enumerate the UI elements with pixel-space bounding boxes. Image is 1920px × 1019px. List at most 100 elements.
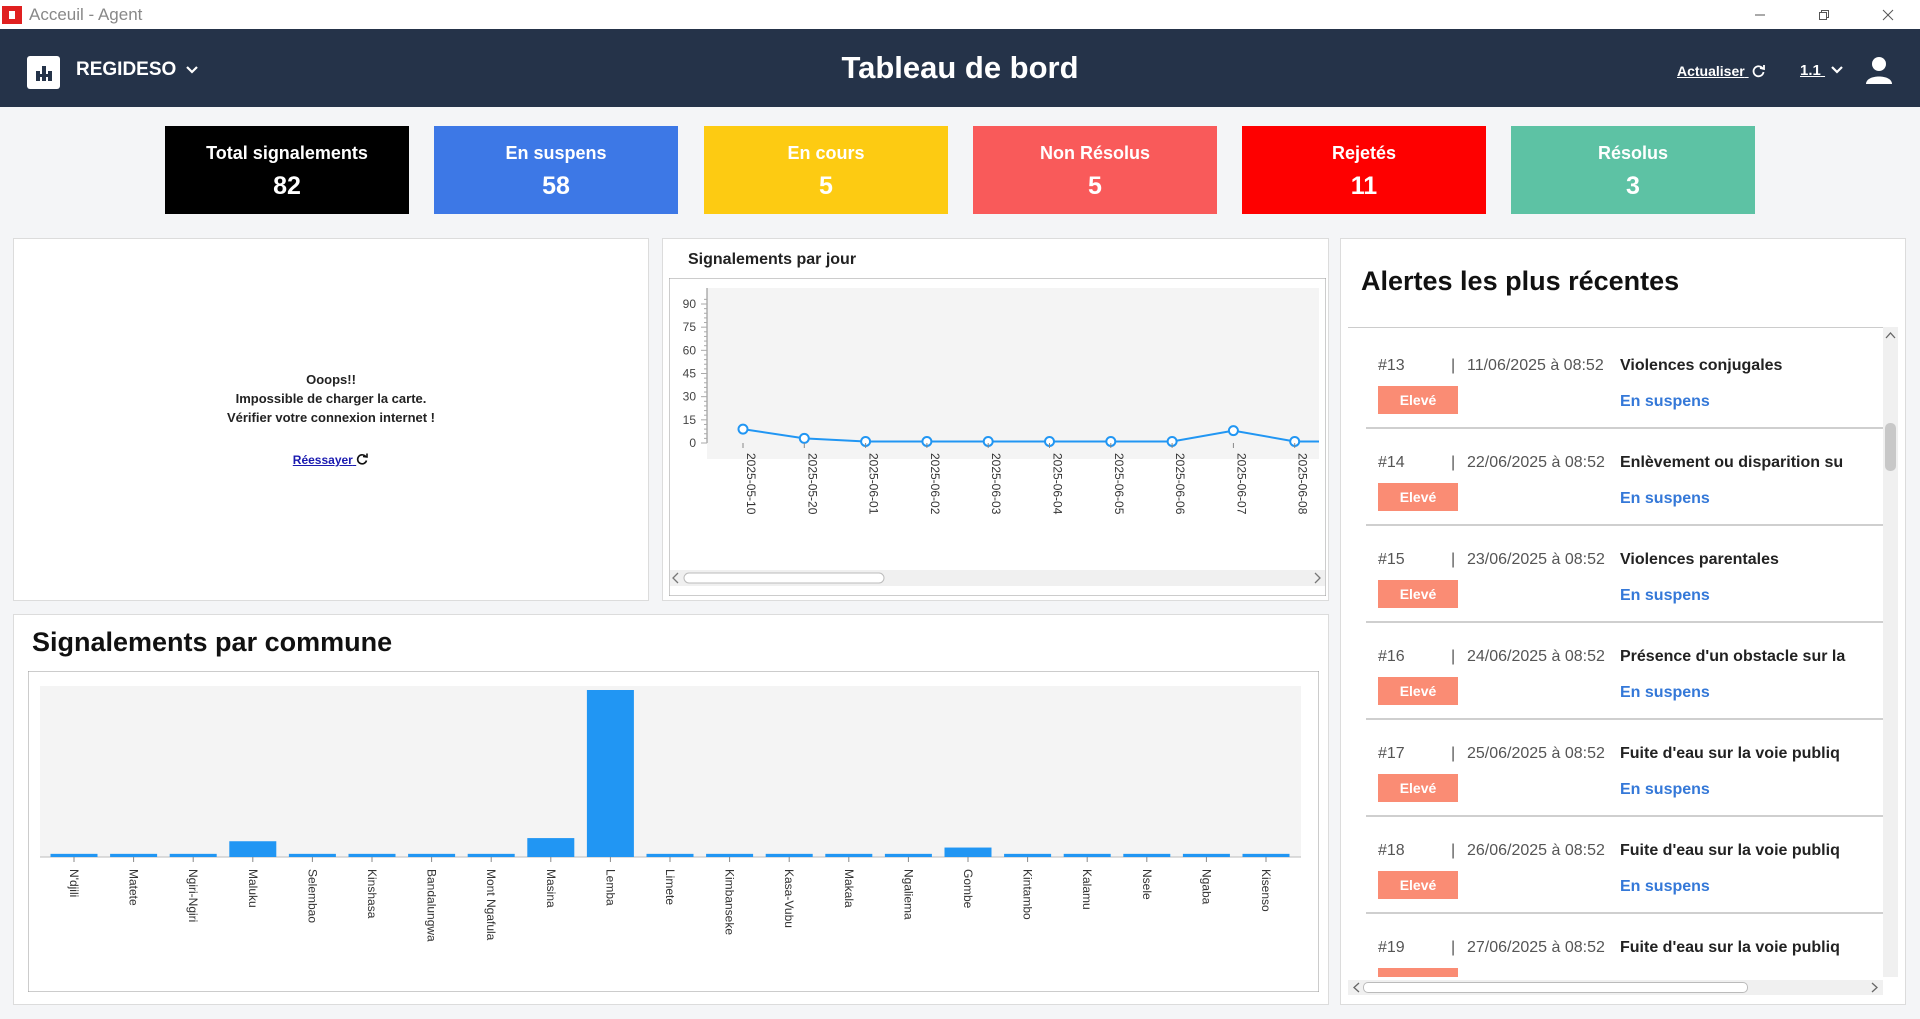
user-account-icon[interactable] (1863, 55, 1895, 85)
alert-date: 23/06/2025 à 08:52 (1467, 551, 1605, 568)
alert-id: #19 (1378, 939, 1405, 956)
bar (1242, 853, 1290, 857)
org-selector[interactable]: REGIDESO (76, 59, 198, 81)
alert-id: #18 (1378, 842, 1405, 859)
alert-item[interactable]: #17 | 25/06/2025 à 08:52 Fuite d'eau sur la… (1366, 720, 1883, 817)
alert-title: Fuite d'eau sur la voie publiq (1620, 842, 1840, 859)
stat-label: Résolus (1597, 143, 1669, 163)
alert-item[interactable]: #15 | 23/06/2025 à 08:52 Violences parental… (1366, 526, 1883, 623)
bar (944, 847, 992, 857)
alert-status: En suspens (1620, 684, 1710, 701)
alert-separator: | (1451, 745, 1456, 762)
x-tick-label: Maluku (246, 869, 260, 908)
scroll-up-icon[interactable] (1883, 329, 1898, 341)
alert-title: Violences parentales (1620, 551, 1779, 568)
y-tick-label: 30 (683, 390, 697, 404)
alerts-panel: Alertes les plus récentes #13 | 11/06/2025… (1340, 238, 1906, 1005)
commune-chart-title: Signalements par commune (32, 627, 393, 657)
x-tick-label: Kalamu (1080, 869, 1094, 910)
alert-level-badge: Elevé (1378, 386, 1458, 414)
alert-separator: | (1451, 357, 1456, 374)
alert-id: #17 (1378, 745, 1405, 762)
x-tick-label: Kintambo (1021, 869, 1035, 920)
app-header: REGIDESO Tableau de bord Actualiser 1.1 (0, 29, 1920, 107)
map-panel: Ooops!! Impossible de charger la carte. … (13, 238, 649, 601)
scroll-right-icon (1314, 572, 1321, 584)
alert-id: #14 (1378, 454, 1405, 471)
version-selector[interactable]: 1.1 (1800, 62, 1843, 79)
refresh-icon (357, 453, 369, 465)
commune-chart-panel: Signalements par commune N'djili Matete Ng… (13, 614, 1329, 1005)
bar (229, 841, 277, 857)
alert-date: 24/06/2025 à 08:52 (1467, 648, 1605, 665)
restore-icon[interactable] (1792, 0, 1856, 29)
bar (1182, 853, 1230, 857)
alert-date: 11/06/2025 à 08:52 (1467, 357, 1604, 374)
retry-link[interactable]: Réessayer (14, 453, 648, 467)
y-tick-label: 75 (683, 320, 697, 334)
stat-value: 11 (1350, 172, 1378, 200)
alert-item[interactable]: #19 | 27/06/2025 à 08:52 Fuite d'eau sur la… (1366, 914, 1883, 977)
alert-level-badge: Elevé (1378, 968, 1458, 977)
alerts-vscrollbar[interactable] (1883, 327, 1898, 977)
alert-item[interactable]: #13 | 11/06/2025 à 08:52 Violences conjugal… (1366, 332, 1883, 429)
x-tick-label: Kinshasa (365, 869, 379, 919)
stat-card-en-cours[interactable]: En cours 5 (704, 126, 948, 214)
minimize-icon[interactable] (1728, 0, 1792, 29)
alert-id: #13 (1378, 357, 1405, 374)
stat-card-en-suspens[interactable]: En suspens 58 (434, 126, 678, 214)
daily-chart-title: Signalements par jour (688, 251, 857, 268)
stat-card-resolus[interactable]: Résolus 3 (1511, 126, 1755, 214)
refresh-label: Actualiser (1677, 63, 1745, 79)
stat-card-non-resolus[interactable]: Non Résolus 5 (973, 126, 1217, 214)
refresh-button[interactable]: Actualiser (1677, 63, 1766, 79)
alert-item[interactable]: #18 | 26/06/2025 à 08:52 Fuite d'eau sur la… (1366, 817, 1883, 914)
alerts-list[interactable]: #13 | 11/06/2025 à 08:52 Violences conjugal… (1348, 327, 1898, 977)
close-icon[interactable] (1856, 0, 1920, 29)
window-title: Acceuil - Agent (29, 4, 143, 24)
bar-plot-area (40, 686, 1301, 857)
map-error-title: Ooops!! (306, 372, 356, 387)
chart-hscroll-thumb (683, 572, 885, 584)
x-tick-label: N'djili (67, 869, 81, 897)
bar (50, 853, 98, 857)
stat-value: 3 (1626, 172, 1640, 200)
bar (110, 853, 158, 857)
alerts-hscrollbar[interactable] (1348, 980, 1883, 995)
x-tick-label: Gombe (961, 869, 975, 909)
y-tick-label: 90 (683, 297, 697, 311)
alerts-title: Alertes les plus récentes (1361, 266, 1680, 296)
y-tick-label: 45 (683, 367, 697, 381)
page-title: Tableau de bord (841, 50, 1079, 85)
org-menu-icon[interactable] (27, 56, 60, 89)
alert-status: En suspens (1620, 878, 1710, 895)
alert-date: 26/06/2025 à 08:52 (1467, 842, 1605, 859)
alert-level-badge: Elevé (1378, 483, 1458, 511)
stat-card-rejetes[interactable]: Rejetés 11 (1242, 126, 1486, 214)
alert-id: #15 (1378, 551, 1405, 568)
alerts-vscroll-thumb[interactable] (1885, 423, 1896, 471)
window-titlebar: Acceuil - Agent (0, 0, 1920, 29)
alert-item[interactable]: #14 | 22/06/2025 à 08:52 Enlèvement ou disp… (1366, 429, 1883, 526)
scroll-right-icon[interactable] (1869, 980, 1881, 995)
x-tick-label: Ngiri-Ngiri (186, 869, 200, 922)
y-tick-label: 0 (689, 436, 696, 450)
data-point (1227, 425, 1239, 437)
alert-id: #16 (1378, 648, 1405, 665)
commune-bar-chart: N'djili Matete Ngiri-Ngiri Maluku Selembao Ki… (28, 671, 1319, 992)
bar (288, 853, 336, 857)
alerts-hscroll-thumb[interactable] (1363, 982, 1748, 993)
stat-label: Rejetés (1331, 143, 1397, 163)
x-tick-label: Mont Ngafula (484, 869, 498, 941)
x-tick-label: Kasa-Vubu (782, 869, 796, 928)
data-point (798, 432, 810, 444)
alert-status: En suspens (1620, 393, 1710, 410)
scroll-left-icon (672, 572, 679, 584)
stat-card-total[interactable]: Total signalements 82 (165, 126, 409, 214)
alert-date: 22/06/2025 à 08:52 (1467, 454, 1605, 471)
scroll-left-icon[interactable] (1350, 980, 1362, 995)
alert-item[interactable]: #16 | 24/06/2025 à 08:52 Présence d'un obst… (1366, 623, 1883, 720)
x-tick-label: Kisenso (1259, 869, 1273, 912)
bar (467, 853, 515, 857)
alert-title: Enlèvement ou disparition su (1620, 454, 1844, 471)
